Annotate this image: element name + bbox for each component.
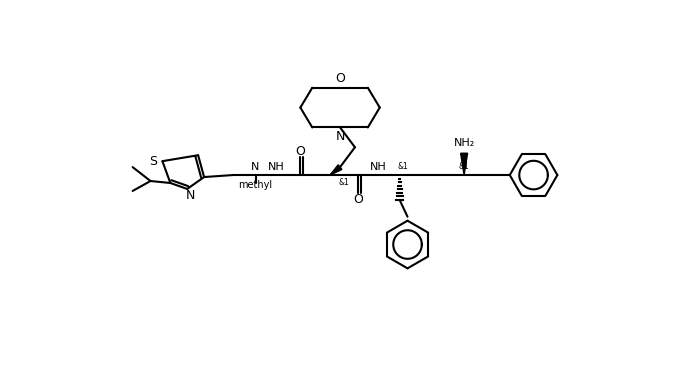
Text: &1: &1 xyxy=(397,162,408,170)
Text: O: O xyxy=(335,72,345,85)
Text: NH: NH xyxy=(268,162,285,172)
Polygon shape xyxy=(330,165,342,175)
Text: methyl: methyl xyxy=(237,180,272,190)
Text: &1: &1 xyxy=(338,178,349,188)
Text: NH: NH xyxy=(369,162,386,172)
Text: &1: &1 xyxy=(459,162,469,170)
Text: N: N xyxy=(335,130,345,143)
Text: NH₂: NH₂ xyxy=(453,138,475,148)
Text: O: O xyxy=(353,193,363,206)
Text: N: N xyxy=(251,162,259,172)
Text: N: N xyxy=(185,189,195,203)
Text: O: O xyxy=(296,145,305,158)
Polygon shape xyxy=(461,153,468,175)
Text: S: S xyxy=(149,155,158,168)
